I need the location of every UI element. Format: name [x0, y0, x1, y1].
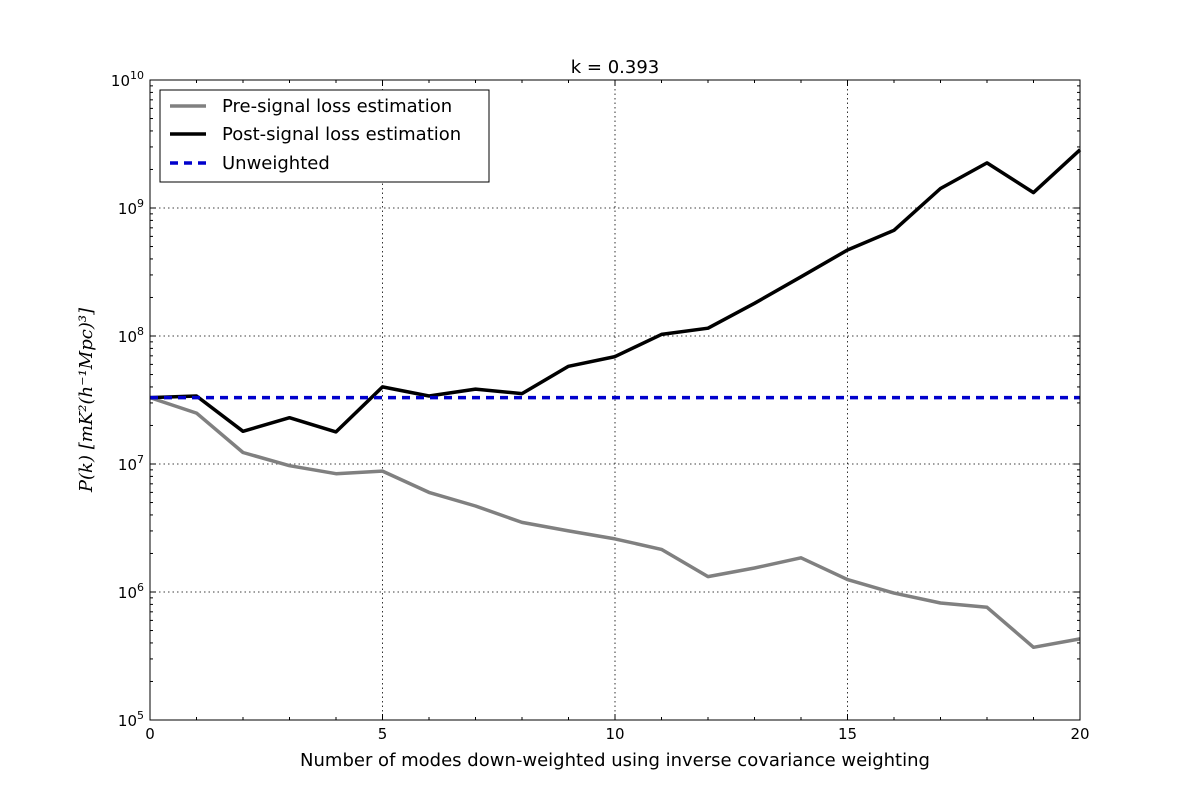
- y-tick-label-base: 10: [118, 712, 137, 730]
- y-tick-label: 105: [118, 709, 144, 730]
- y-tick-label-exponent: 9: [137, 197, 144, 210]
- y-tick-label-base: 10: [118, 456, 137, 474]
- y-tick-label-exponent: 7: [137, 453, 144, 466]
- y-tick-label: 108: [118, 325, 144, 346]
- pre-signal-line: [149, 395, 1081, 650]
- legend-box: [159, 89, 490, 183]
- chart-title: k = 0.393: [571, 57, 659, 78]
- y-tick-label: 106: [118, 581, 144, 602]
- x-tick-label: 10: [605, 725, 624, 743]
- y-tick-label: 109: [118, 197, 144, 218]
- y-tick-label-exponent: 5: [137, 709, 144, 722]
- post-signal-line: [149, 148, 1082, 434]
- series-layer: [149, 148, 1082, 650]
- x-axis-label: Number of modes down-weighted using inve…: [300, 750, 930, 771]
- y-tick-label-base: 10: [118, 584, 137, 602]
- y-tick-label: 107: [118, 453, 144, 474]
- legend-label-pre-signal: Pre-signal loss estimation: [222, 96, 452, 117]
- y-tick-label: 1010: [111, 69, 144, 90]
- legend: Pre-signal loss estimation Post-signal l…: [159, 89, 490, 183]
- x-tick-label: 15: [838, 725, 857, 743]
- y-tick-label-base: 10: [111, 72, 130, 90]
- y-tick-label-base: 10: [118, 200, 137, 218]
- y-tick-label-exponent: 10: [130, 69, 144, 82]
- y-tick-label-base: 10: [118, 328, 137, 346]
- x-tick-label: 0: [145, 725, 155, 743]
- grid-layer: [150, 80, 1080, 720]
- x-tick-label: 5: [378, 725, 388, 743]
- x-tick-label: 20: [1070, 725, 1089, 743]
- legend-label-post-signal: Post-signal loss estimation: [222, 124, 461, 145]
- y-tick-label-exponent: 8: [137, 325, 144, 338]
- y-axis-label: P(k) [mK²(h⁻¹Mpc)³]: [76, 307, 97, 493]
- y-tick-label-exponent: 6: [137, 581, 144, 594]
- legend-label-unweighted: Unweighted: [222, 153, 330, 174]
